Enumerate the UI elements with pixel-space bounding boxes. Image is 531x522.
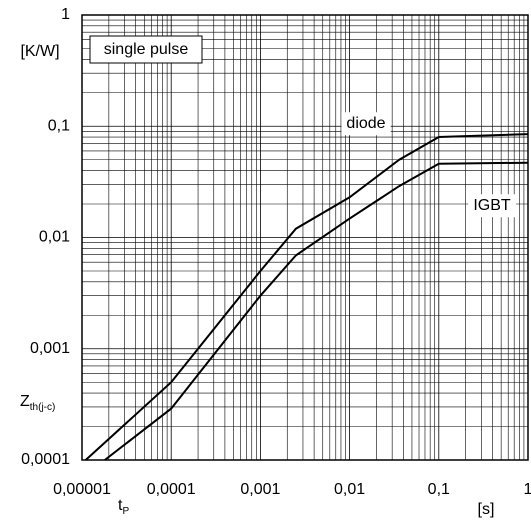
y-tick-label: 0,01 — [39, 229, 70, 246]
x-tick-label: 0,00001 — [53, 481, 111, 498]
lines — [85, 133, 529, 461]
x-label: tP — [118, 497, 129, 516]
y-label: Zth(j-c) — [20, 393, 55, 412]
y-tick-label: 1 — [61, 6, 70, 23]
y-label-sub: th(j-c) — [30, 402, 56, 413]
y-label-main: Z — [20, 393, 30, 410]
y-tick-label: 0,1 — [48, 117, 70, 134]
x-tick-label: 0,1 — [428, 481, 450, 498]
series-line — [104, 161, 529, 461]
y-unit: [K/W] — [20, 43, 59, 60]
y-tick-label: 0,0001 — [21, 451, 70, 468]
legend-label-bg — [341, 112, 391, 136]
plot-frame — [81, 14, 529, 461]
legend-label: IGBT — [473, 197, 511, 214]
x-tick-label: 1 — [524, 481, 531, 498]
series-line — [85, 133, 529, 461]
y-tick-label: 0,001 — [30, 340, 70, 357]
legend-label: diode — [346, 115, 385, 132]
annotation-box — [89, 35, 203, 64]
annotation: single pulse — [104, 41, 189, 58]
legend-label-bg — [468, 194, 516, 218]
x-unit: [s] — [478, 501, 495, 518]
x-tick-label: 0,01 — [334, 481, 365, 498]
x-label-main: t — [118, 497, 123, 514]
x-label-sub: P — [122, 506, 129, 517]
grid — [81, 14, 529, 461]
x-tick-label: 0,0001 — [147, 481, 196, 498]
x-tick-label: 0,001 — [240, 481, 280, 498]
